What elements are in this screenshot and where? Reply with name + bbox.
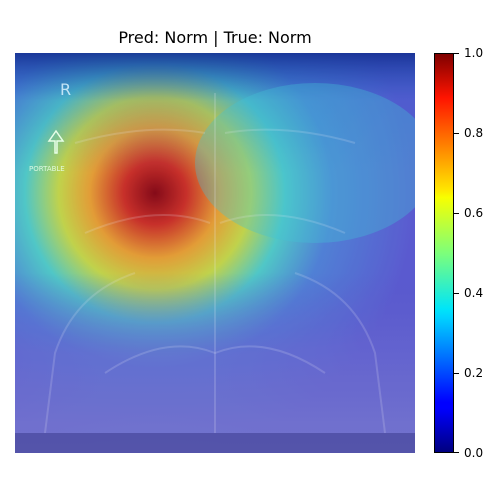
heatmap-image-panel: R PORTABLE [15, 53, 415, 453]
xray-anatomy-lines [44, 93, 386, 434]
xray-marker-r: R [60, 80, 71, 99]
colorbar-tick-label: 0.0 [464, 446, 484, 460]
colorbar-tick-label: 0.4 [464, 286, 484, 300]
colorbar-tick [454, 213, 459, 214]
arrow-up-icon [47, 129, 65, 154]
colorbar-tick-label: 0.2 [464, 366, 484, 380]
colorbar-tick [454, 452, 459, 453]
colorbar-tick [454, 373, 459, 374]
colorbar-tick-label: 1.0 [464, 46, 484, 60]
xray-marker-portable: PORTABLE [29, 165, 65, 173]
colorbar-tick [454, 293, 459, 294]
colorbar-tick-label: 0.6 [464, 206, 484, 220]
xray-heatmap-overlay: R PORTABLE [15, 53, 415, 453]
colorbar [434, 53, 454, 453]
colorbar-tick [454, 53, 459, 54]
chart-title: Pred: Norm | True: Norm [118, 28, 312, 47]
colorbar-tick-label: 0.8 [464, 126, 484, 140]
colorbar-tick [454, 133, 459, 134]
colorbar-axis: 0.0 0.2 0.4 0.6 0.8 1.0 [454, 46, 500, 460]
colorbar-gradient [435, 54, 453, 452]
